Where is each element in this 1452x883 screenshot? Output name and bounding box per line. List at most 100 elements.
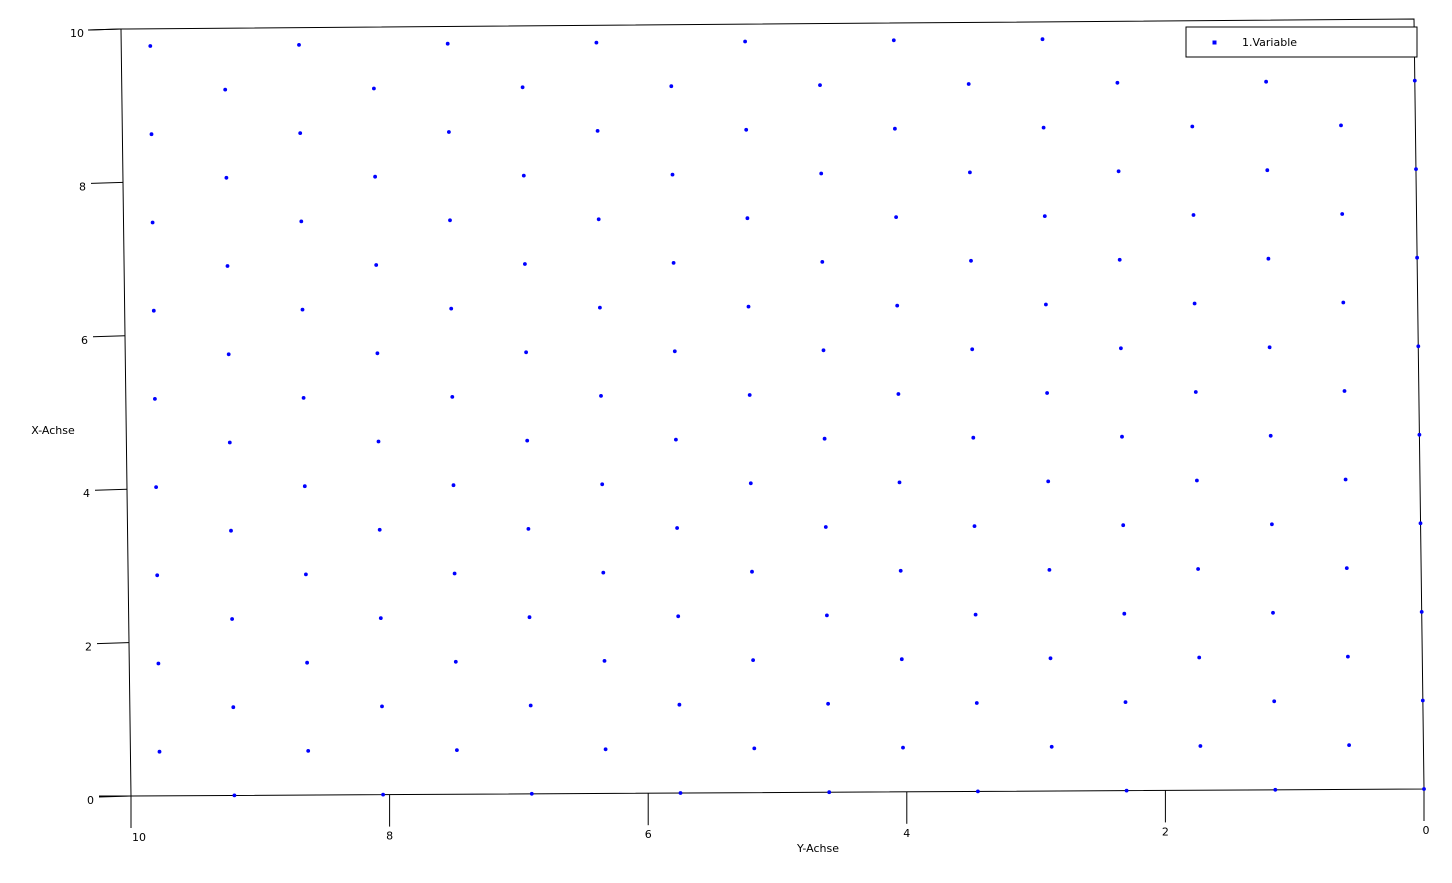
data-point [1046,479,1051,484]
data-point [1044,302,1048,307]
data-point [1342,389,1347,393]
data-point [1198,744,1203,748]
data-point [1346,654,1350,659]
data-point [225,264,230,268]
data-point [752,746,757,751]
data-point [1119,346,1123,351]
data-point [1414,167,1418,172]
data-point [745,216,750,221]
data-point [827,790,832,795]
data-point [229,528,233,533]
data-point [820,260,825,264]
data-point [748,481,753,486]
y-tick-mark [94,488,128,491]
y-axis-title: X-Achse [31,424,75,437]
data-point [377,527,382,532]
data-point [148,44,153,48]
data-point [672,349,677,354]
data-point [678,791,683,795]
y-tick-mark [92,335,126,338]
plot-frame [87,18,1425,797]
data-point [449,306,454,311]
data-point [523,262,527,266]
data-point [1415,255,1419,260]
y-tick-label: 6 [81,334,88,347]
y-tick-mark [96,642,130,645]
data-point [818,83,822,87]
data-point [520,85,525,90]
data-point [901,745,905,750]
data-point [1116,169,1121,174]
data-point [1419,610,1424,614]
data-point [1190,124,1195,129]
data-point [898,568,903,573]
x-axis-title: Y-Achse [796,842,839,855]
data-point [599,394,603,398]
data-point [751,658,755,662]
data-point [527,615,532,620]
data-point [297,43,301,47]
data-point [825,613,829,618]
data-point [528,703,533,708]
data-point [226,352,231,357]
data-point [971,435,976,440]
data-points [148,35,1426,798]
data-point [894,215,898,220]
data-point [304,572,308,577]
y-tick-label: 2 [85,641,92,654]
data-point [671,261,676,265]
data-point [223,87,228,92]
data-point [596,217,601,222]
data-point [1115,80,1120,85]
y-tick-label: 0 [87,794,94,807]
data-point [677,702,682,707]
data-point [155,573,160,578]
x-tick-label: 2 [1162,825,1169,838]
data-point [899,657,904,662]
data-point [231,705,236,710]
data-point [1042,214,1047,219]
data-point [821,348,826,353]
data-point [823,525,828,529]
data-point [1268,433,1273,438]
data-point [674,437,678,442]
legend-marker [1212,40,1217,45]
data-point [1122,611,1127,616]
data-point [230,617,235,621]
x-tick-label: 4 [903,827,910,840]
data-point [1117,257,1122,262]
data-point [1045,391,1049,395]
data-point [1418,521,1423,526]
y-tick-label: 10 [70,27,84,40]
data-point [305,660,309,665]
data-point [675,526,679,530]
data-point [747,393,752,397]
data-point [1340,212,1345,216]
data-point [455,748,459,752]
data-point [299,219,304,224]
data-point [969,258,973,263]
data-point [968,170,972,175]
data-point [669,84,674,89]
data-point [891,38,896,43]
x-tick-label: 10 [132,831,146,844]
legend-label: 1.Variable [1242,36,1297,49]
data-point [595,129,600,133]
data-point [372,86,376,91]
data-point [227,440,232,445]
data-point [895,303,900,308]
data-point [1272,699,1277,704]
data-point [378,616,383,620]
data-point [1120,434,1124,439]
data-point [157,749,162,754]
data-point [746,304,751,309]
data-point [526,527,531,531]
data-point [451,483,456,488]
data-point [966,82,971,86]
data-point [376,439,381,444]
data-point [150,220,155,225]
data-point [743,39,747,44]
data-point [1121,523,1126,528]
data-point [1270,522,1274,527]
